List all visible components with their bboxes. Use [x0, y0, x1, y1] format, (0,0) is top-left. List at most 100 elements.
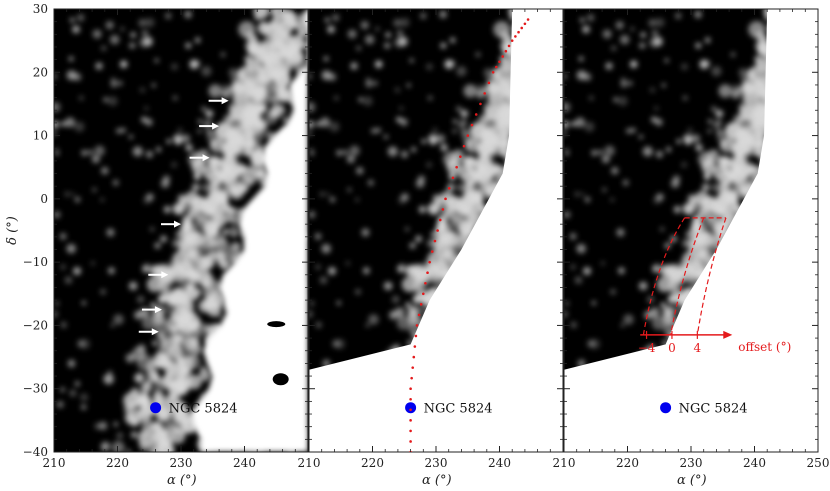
- density-blob: [125, 412, 136, 424]
- density-blob: [109, 34, 120, 45]
- density-blob: [111, 440, 125, 452]
- density-blob: [440, 42, 447, 49]
- density-blob: [213, 186, 219, 192]
- x-tick-label: 220: [361, 456, 384, 470]
- density-blob: [439, 10, 447, 19]
- density-blob: [394, 87, 401, 93]
- density-blob: [660, 301, 666, 308]
- density-blob: [225, 153, 234, 162]
- density-blob: [69, 17, 75, 23]
- track-point: [459, 155, 462, 158]
- density-blob: [485, 167, 496, 178]
- density-blob: [611, 167, 619, 175]
- density-blob: [701, 157, 711, 167]
- density-blob: [625, 128, 632, 134]
- density-blob: [103, 373, 114, 385]
- density-blob: [228, 101, 242, 115]
- density-blob: [385, 32, 392, 38]
- density-blob: [405, 301, 411, 308]
- density-blob: [404, 227, 410, 232]
- density-blob: [184, 10, 192, 19]
- density-blob: [762, 35, 768, 40]
- density-blob: [323, 56, 329, 62]
- density-blob: [754, 55, 762, 63]
- density-blob: [260, 128, 267, 135]
- density-blob: [176, 406, 194, 423]
- density-blob: [638, 134, 644, 140]
- density-blob: [321, 243, 331, 254]
- density-blob: [735, 153, 744, 162]
- y-tick-label: 10: [33, 129, 48, 143]
- density-blob: [61, 121, 67, 127]
- y-tick-label: 30: [33, 2, 48, 16]
- density-blob: [342, 149, 349, 155]
- density-blob: [146, 193, 154, 202]
- density-blob: [310, 151, 314, 156]
- density-blob: [570, 321, 577, 329]
- density-blob: [570, 264, 576, 270]
- density-blob: [290, 14, 303, 27]
- density-blob: [361, 228, 370, 237]
- density-blob: [123, 405, 133, 414]
- density-blob: [651, 29, 659, 37]
- track-point: [438, 218, 442, 222]
- density-blob: [477, 140, 495, 157]
- density-blob: [602, 29, 612, 39]
- density-blob: [240, 120, 253, 133]
- density-blob: [146, 276, 163, 293]
- density-blob: [254, 14, 261, 21]
- density-blob: [230, 81, 242, 92]
- density-blob: [68, 56, 74, 62]
- density-blob: [156, 344, 171, 358]
- density-blob: [821, 20, 830, 31]
- density-blob: [818, 53, 830, 67]
- density-blob: [91, 155, 100, 164]
- density-blob: [177, 127, 183, 133]
- density-blob: [712, 149, 717, 154]
- density-blob: [738, 68, 748, 78]
- density-blob: [152, 390, 164, 402]
- x-tick-label: 220: [616, 456, 639, 470]
- density-blob: [564, 131, 567, 136]
- density-blob: [350, 62, 358, 70]
- panel-2: [309, 9, 563, 452]
- density-blob: [564, 148, 569, 152]
- density-blob: [346, 155, 355, 164]
- box-center-line: [670, 217, 705, 336]
- density-blob: [483, 101, 497, 115]
- density-blob: [152, 265, 159, 272]
- density-blob: [189, 336, 201, 348]
- track-point: [447, 187, 451, 190]
- density-blob: [584, 196, 591, 203]
- density-blob: [409, 242, 416, 249]
- track-point: [491, 70, 495, 74]
- density-blob: [620, 323, 625, 328]
- density-blob: [69, 389, 77, 397]
- density-blob: [244, 55, 252, 63]
- density-blob: [138, 18, 147, 28]
- density-blob: [662, 265, 669, 272]
- density-blob: [463, 156, 477, 170]
- track-point: [462, 144, 466, 148]
- track-point: [507, 44, 511, 48]
- density-blob: [564, 72, 568, 80]
- density-blob: [120, 27, 125, 31]
- density-blob: [288, 36, 295, 43]
- density-blob: [145, 17, 155, 28]
- density-blob: [630, 27, 635, 31]
- density-blob: [94, 422, 102, 430]
- y-tick-label: −30: [23, 382, 48, 396]
- density-blob: [420, 12, 427, 20]
- density-blob: [80, 338, 91, 349]
- density-blob: [583, 267, 592, 276]
- track-point: [466, 134, 470, 137]
- density-blob: [681, 238, 692, 248]
- density-blob: [740, 81, 752, 92]
- density-blob: [460, 127, 469, 136]
- density-blob: [180, 199, 187, 206]
- density-blob: [355, 197, 359, 202]
- density-blob: [435, 241, 446, 253]
- density-blob: [393, 37, 404, 48]
- density-blob: [400, 150, 409, 158]
- density-blob: [655, 150, 664, 158]
